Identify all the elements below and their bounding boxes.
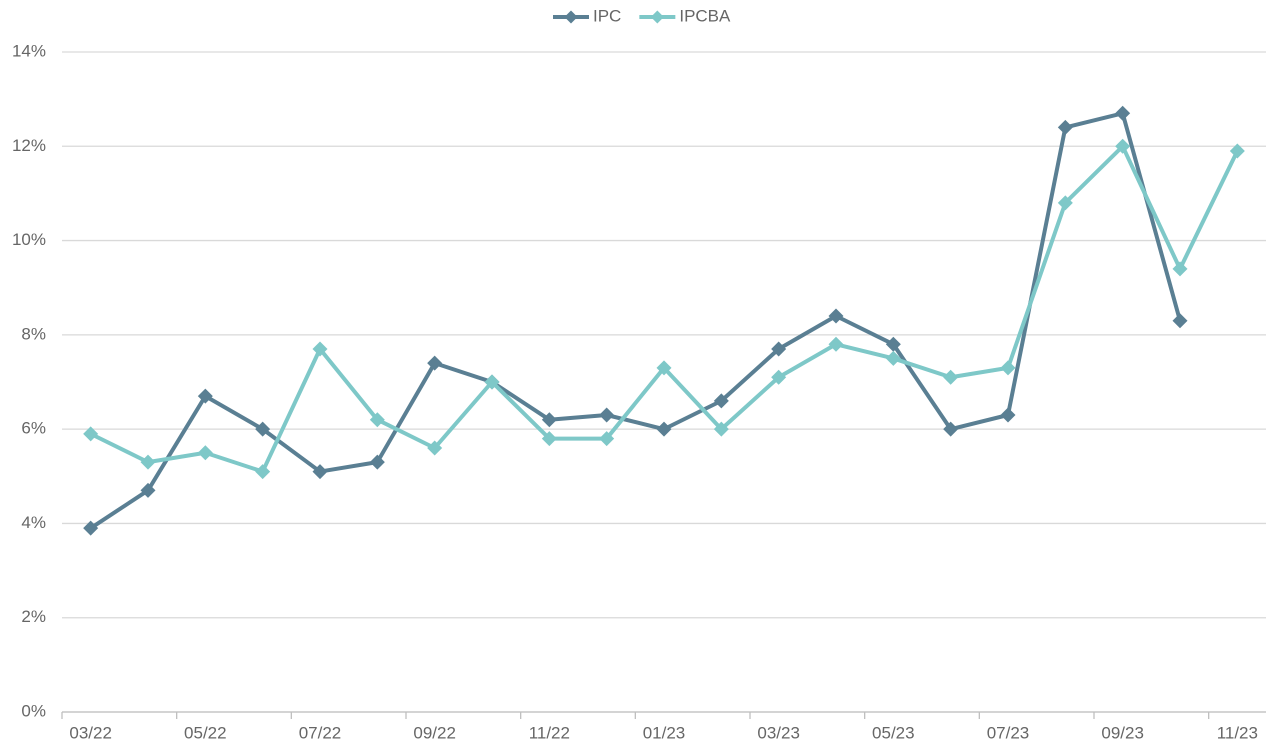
point-marker bbox=[1000, 407, 1016, 423]
y-tick-label: 10% bbox=[12, 230, 46, 249]
legend-label: IPC bbox=[593, 6, 621, 25]
legend-marker bbox=[564, 10, 578, 24]
x-tick-label: 07/22 bbox=[299, 723, 342, 742]
point-marker bbox=[1057, 195, 1073, 211]
x-tick-label: 11/22 bbox=[529, 723, 570, 742]
point-marker bbox=[427, 440, 443, 456]
y-tick-label: 6% bbox=[21, 419, 46, 438]
point-marker bbox=[140, 482, 156, 498]
point-marker bbox=[885, 350, 901, 366]
point-marker bbox=[541, 412, 557, 428]
point-marker bbox=[369, 412, 385, 428]
point-marker bbox=[83, 520, 99, 536]
point-marker bbox=[484, 374, 500, 390]
point-marker bbox=[1115, 138, 1131, 154]
point-marker bbox=[312, 341, 328, 357]
x-tick-label: 01/23 bbox=[643, 723, 686, 742]
y-tick-label: 8% bbox=[21, 324, 46, 343]
point-marker bbox=[828, 308, 844, 324]
x-tick-label: 11/23 bbox=[1217, 723, 1258, 742]
point-marker bbox=[197, 388, 213, 404]
point-marker bbox=[943, 369, 959, 385]
point-marker bbox=[713, 393, 729, 409]
point-marker bbox=[713, 421, 729, 437]
point-marker bbox=[885, 336, 901, 352]
x-tick-label: 05/23 bbox=[872, 723, 915, 742]
point-marker bbox=[427, 355, 443, 371]
point-marker bbox=[369, 454, 385, 470]
point-marker bbox=[255, 421, 271, 437]
y-tick-label: 4% bbox=[21, 513, 46, 532]
x-tick-label: 03/22 bbox=[69, 723, 112, 742]
point-marker bbox=[771, 341, 787, 357]
point-marker bbox=[1000, 360, 1016, 376]
point-marker bbox=[1172, 313, 1188, 329]
x-tick-label: 09/22 bbox=[413, 723, 456, 742]
point-marker bbox=[828, 336, 844, 352]
point-marker bbox=[255, 464, 271, 480]
y-tick-label: 12% bbox=[12, 136, 46, 155]
point-marker bbox=[140, 454, 156, 470]
y-tick-label: 14% bbox=[12, 41, 46, 60]
point-marker bbox=[197, 445, 213, 461]
x-tick-label: 09/23 bbox=[1101, 723, 1144, 742]
point-marker bbox=[599, 431, 615, 447]
point-marker bbox=[1229, 143, 1245, 159]
x-tick-label: 07/23 bbox=[987, 723, 1030, 742]
point-marker bbox=[1172, 261, 1188, 277]
legend-label: IPCBA bbox=[679, 6, 731, 25]
point-marker bbox=[771, 369, 787, 385]
point-marker bbox=[83, 426, 99, 442]
y-tick-label: 0% bbox=[21, 701, 46, 720]
point-marker bbox=[943, 421, 959, 437]
x-tick-label: 05/22 bbox=[184, 723, 227, 742]
point-marker bbox=[599, 407, 615, 423]
point-marker bbox=[312, 464, 328, 480]
y-tick-label: 2% bbox=[21, 607, 46, 626]
series-line bbox=[89, 111, 1182, 530]
point-marker bbox=[656, 360, 672, 376]
point-marker bbox=[1057, 119, 1073, 135]
legend-marker bbox=[650, 10, 664, 24]
point-marker bbox=[1115, 105, 1131, 121]
point-marker bbox=[656, 421, 672, 437]
point-marker bbox=[541, 431, 557, 447]
x-tick-label: 03/23 bbox=[757, 723, 800, 742]
